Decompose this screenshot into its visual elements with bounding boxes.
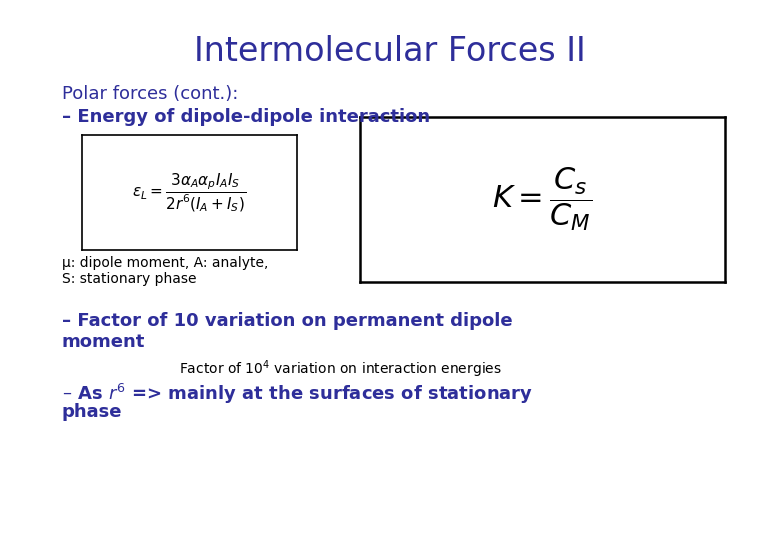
Text: $\varepsilon_L = \dfrac{3\alpha_A\alpha_p I_A I_S}{2r^6(I_A + I_S)}$: $\varepsilon_L = \dfrac{3\alpha_A\alpha_… [133, 171, 246, 214]
Text: S: stationary phase: S: stationary phase [62, 272, 197, 286]
Text: Factor of 10$^4$ variation on interaction energies: Factor of 10$^4$ variation on interactio… [179, 358, 502, 380]
Text: Polar forces (cont.):: Polar forces (cont.): [62, 85, 239, 103]
Text: – Factor of 10 variation on permanent dipole: – Factor of 10 variation on permanent di… [62, 312, 512, 330]
Text: μ: dipole moment, A: analyte,: μ: dipole moment, A: analyte, [62, 256, 268, 270]
Text: – Energy of dipole-dipole interaction: – Energy of dipole-dipole interaction [62, 108, 430, 126]
Text: Intermolecular Forces II: Intermolecular Forces II [194, 35, 586, 68]
Text: – As $r^6$ => mainly at the surfaces of stationary: – As $r^6$ => mainly at the surfaces of … [62, 382, 534, 406]
Text: phase: phase [62, 403, 122, 421]
Text: moment: moment [62, 333, 145, 351]
Text: $K = \dfrac{C_s}{C_M}$: $K = \dfrac{C_s}{C_M}$ [492, 166, 593, 233]
